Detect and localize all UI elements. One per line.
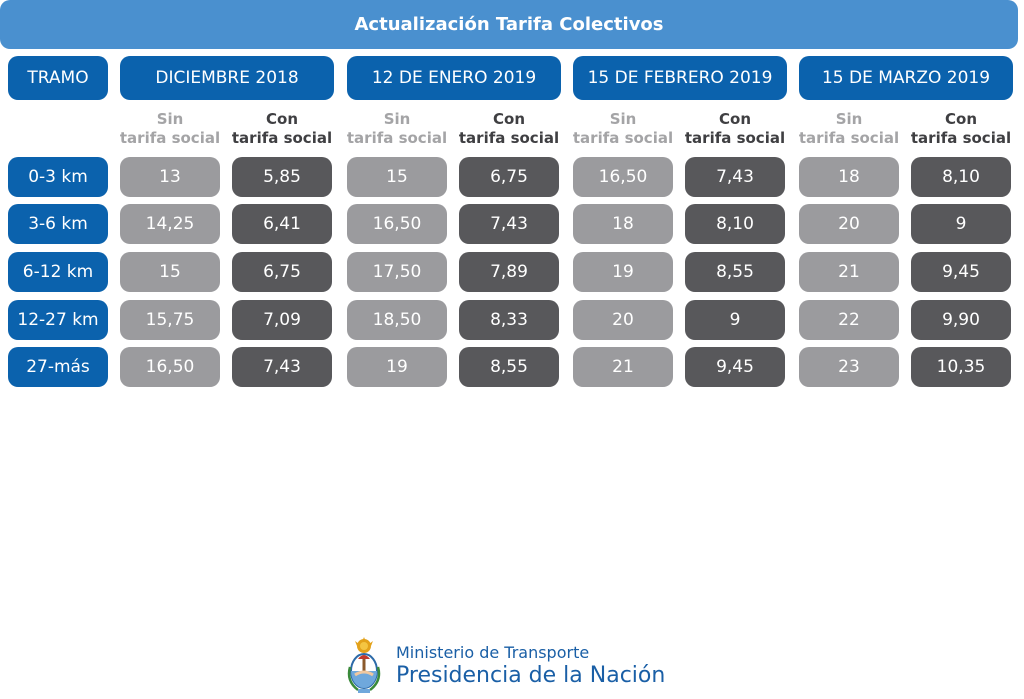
fare-cell-con: 8,33 [459,300,559,340]
sub-header-con: Con tarifa social [227,110,337,148]
sub-header-sin: Sin tarifa social [342,110,452,148]
sub-header-line1: Con [945,110,977,128]
period-header: 12 DE ENERO 2019 [347,56,561,100]
footer-text: Ministerio de Transporte Presidencia de … [396,643,665,689]
sub-header-line1: Sin [609,110,637,128]
fare-cell-con: 6,75 [232,252,332,292]
sub-header-line2: tarifa social [231,129,333,147]
sub-header-line2: tarifa social [119,129,221,147]
fare-cell-con: 7,89 [459,252,559,292]
tramo-header: TRAMO [8,56,108,100]
fare-cell-con: 9,45 [911,252,1011,292]
sub-header-line2: tarifa social [910,129,1012,147]
period-header-label: 15 DE FEBRERO 2019 [587,68,773,88]
fare-cell-con: 9,90 [911,300,1011,340]
fare-cell-sin: 15 [347,157,447,197]
sub-header-line1: Con [493,110,525,128]
sub-header-con: Con tarifa social [680,110,790,148]
fare-cell-sin: 18 [573,204,673,244]
fare-cell-con: 9 [911,204,1011,244]
period-header: 15 DE MARZO 2019 [799,56,1013,100]
sub-header-line2: tarifa social [684,129,786,147]
fare-cell-sin: 21 [799,252,899,292]
tramo-label: 6-12 km [8,252,108,292]
sub-header-sin: Sin tarifa social [115,110,225,148]
fare-cell-con: 8,10 [685,204,785,244]
sub-header-sin: Sin tarifa social [568,110,678,148]
period-header: 15 DE FEBRERO 2019 [573,56,787,100]
fare-cell-con: 8,10 [911,157,1011,197]
sub-header-line2: tarifa social [798,129,900,147]
tramo-label: 0-3 km [8,157,108,197]
tramo-label: 27-más [8,347,108,387]
tramo-label: 3-6 km [8,204,108,244]
fare-cell-sin: 22 [799,300,899,340]
fare-cell-sin: 16,50 [347,204,447,244]
argentina-coat-of-arms-icon [347,637,381,693]
sub-header-sin: Sin tarifa social [794,110,904,148]
fare-cell-con: 7,43 [459,204,559,244]
fare-cell-sin: 16,50 [573,157,673,197]
sub-header-line1: Con [266,110,298,128]
period-header-label: 12 DE ENERO 2019 [371,68,537,88]
period-header: DICIEMBRE 2018 [120,56,334,100]
sub-header-con: Con tarifa social [454,110,564,148]
fare-cell-con: 8,55 [459,347,559,387]
tramo-header-label: TRAMO [27,68,89,88]
fare-cell-sin: 15 [120,252,220,292]
period-header-label: DICIEMBRE 2018 [155,68,299,88]
sub-header-line2: tarifa social [572,129,674,147]
fare-cell-con: 6,41 [232,204,332,244]
fare-cell-sin: 16,50 [120,347,220,387]
fare-cell-sin: 20 [799,204,899,244]
sub-header-line2: tarifa social [346,129,448,147]
sub-header-line1: Con [719,110,751,128]
period-header-label: 15 DE MARZO 2019 [821,68,991,88]
fare-cell-sin: 21 [573,347,673,387]
sub-header-line1: Sin [835,110,863,128]
presidencia-name: Presidencia de la Nación [396,663,666,688]
title-bar: Actualización Tarifa Colectivos [0,0,1018,49]
fare-cell-sin: 15,75 [120,300,220,340]
fare-cell-con: 7,43 [685,157,785,197]
fare-cell-sin: 20 [573,300,673,340]
fare-cell-sin: 17,50 [347,252,447,292]
fare-cell-con: 10,35 [911,347,1011,387]
fare-cell-sin: 19 [573,252,673,292]
fare-cell-con: 7,43 [232,347,332,387]
sub-header-line2: tarifa social [458,129,560,147]
fare-cell-con: 7,09 [232,300,332,340]
fare-cell-con: 9 [685,300,785,340]
fare-cell-sin: 19 [347,347,447,387]
fare-cell-con: 5,85 [232,157,332,197]
footer: Ministerio de Transporte Presidencia de … [344,636,665,696]
sub-header-line1: Sin [156,110,184,128]
sub-header-line1: Sin [383,110,411,128]
fare-cell-sin: 23 [799,347,899,387]
page-title: Actualización Tarifa Colectivos [354,14,664,35]
fare-cell-con: 9,45 [685,347,785,387]
fare-cell-sin: 13 [120,157,220,197]
fare-cell-sin: 18,50 [347,300,447,340]
ministry-name: Ministerio de Transporte [396,643,590,662]
fare-cell-con: 6,75 [459,157,559,197]
sub-header-con: Con tarifa social [906,110,1016,148]
fare-cell-con: 8,55 [685,252,785,292]
fare-cell-sin: 14,25 [120,204,220,244]
fare-cell-sin: 18 [799,157,899,197]
tramo-label: 12-27 km [8,300,108,340]
